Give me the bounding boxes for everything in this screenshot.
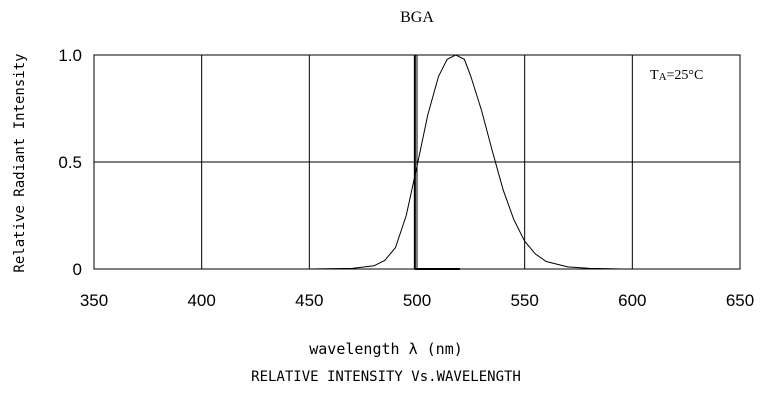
y-tick-label: 0.5 [58, 153, 82, 172]
x-axis-label: wavelength λ (nm) [309, 340, 463, 358]
y-tick-label: 0 [73, 260, 82, 279]
chart-caption: RELATIVE INTENSITY Vs.WAVELENGTH [251, 369, 521, 385]
y-tick-labels: 0 0.5 1.0 [58, 46, 82, 279]
x-tick-labels: 350 400 450 500 550 600 650 [80, 291, 754, 310]
y-axis-label: Relative Radiant Intensity [12, 53, 28, 272]
x-tick-label: 550 [510, 291, 538, 310]
x-tick-label: 400 [187, 291, 215, 310]
annotation-subscript: A [659, 71, 667, 83]
chart-title: BGA [400, 9, 434, 26]
y-tick-label: 1.0 [58, 46, 82, 65]
x-tick-label: 600 [618, 291, 646, 310]
grid [94, 55, 740, 269]
annotation-prefix: T [650, 68, 659, 83]
series-line [309, 54, 622, 270]
temperature-annotation: TA=25°C [650, 68, 703, 83]
x-tick-label: 450 [295, 291, 323, 310]
x-tick-label: 650 [726, 291, 754, 310]
reference-line [413, 55, 461, 270]
x-tick-label: 350 [80, 291, 108, 310]
x-tick-label: 500 [403, 291, 431, 310]
annotation-suffix: =25°C [667, 68, 704, 83]
